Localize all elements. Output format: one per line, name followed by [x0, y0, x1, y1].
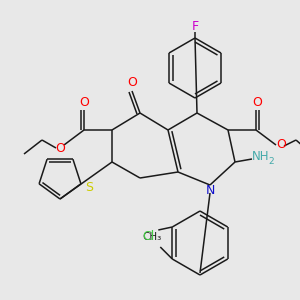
Text: O: O — [79, 95, 89, 109]
Text: CH₃: CH₃ — [143, 232, 162, 242]
Text: S: S — [85, 181, 93, 194]
Text: O: O — [276, 139, 286, 152]
Text: NH: NH — [252, 151, 270, 164]
Text: F: F — [191, 20, 199, 32]
Text: O: O — [127, 76, 137, 89]
Text: N: N — [205, 184, 215, 196]
Text: O: O — [252, 95, 262, 109]
Text: O: O — [55, 142, 65, 154]
Text: 2: 2 — [268, 157, 274, 166]
Text: Cl: Cl — [142, 230, 154, 244]
